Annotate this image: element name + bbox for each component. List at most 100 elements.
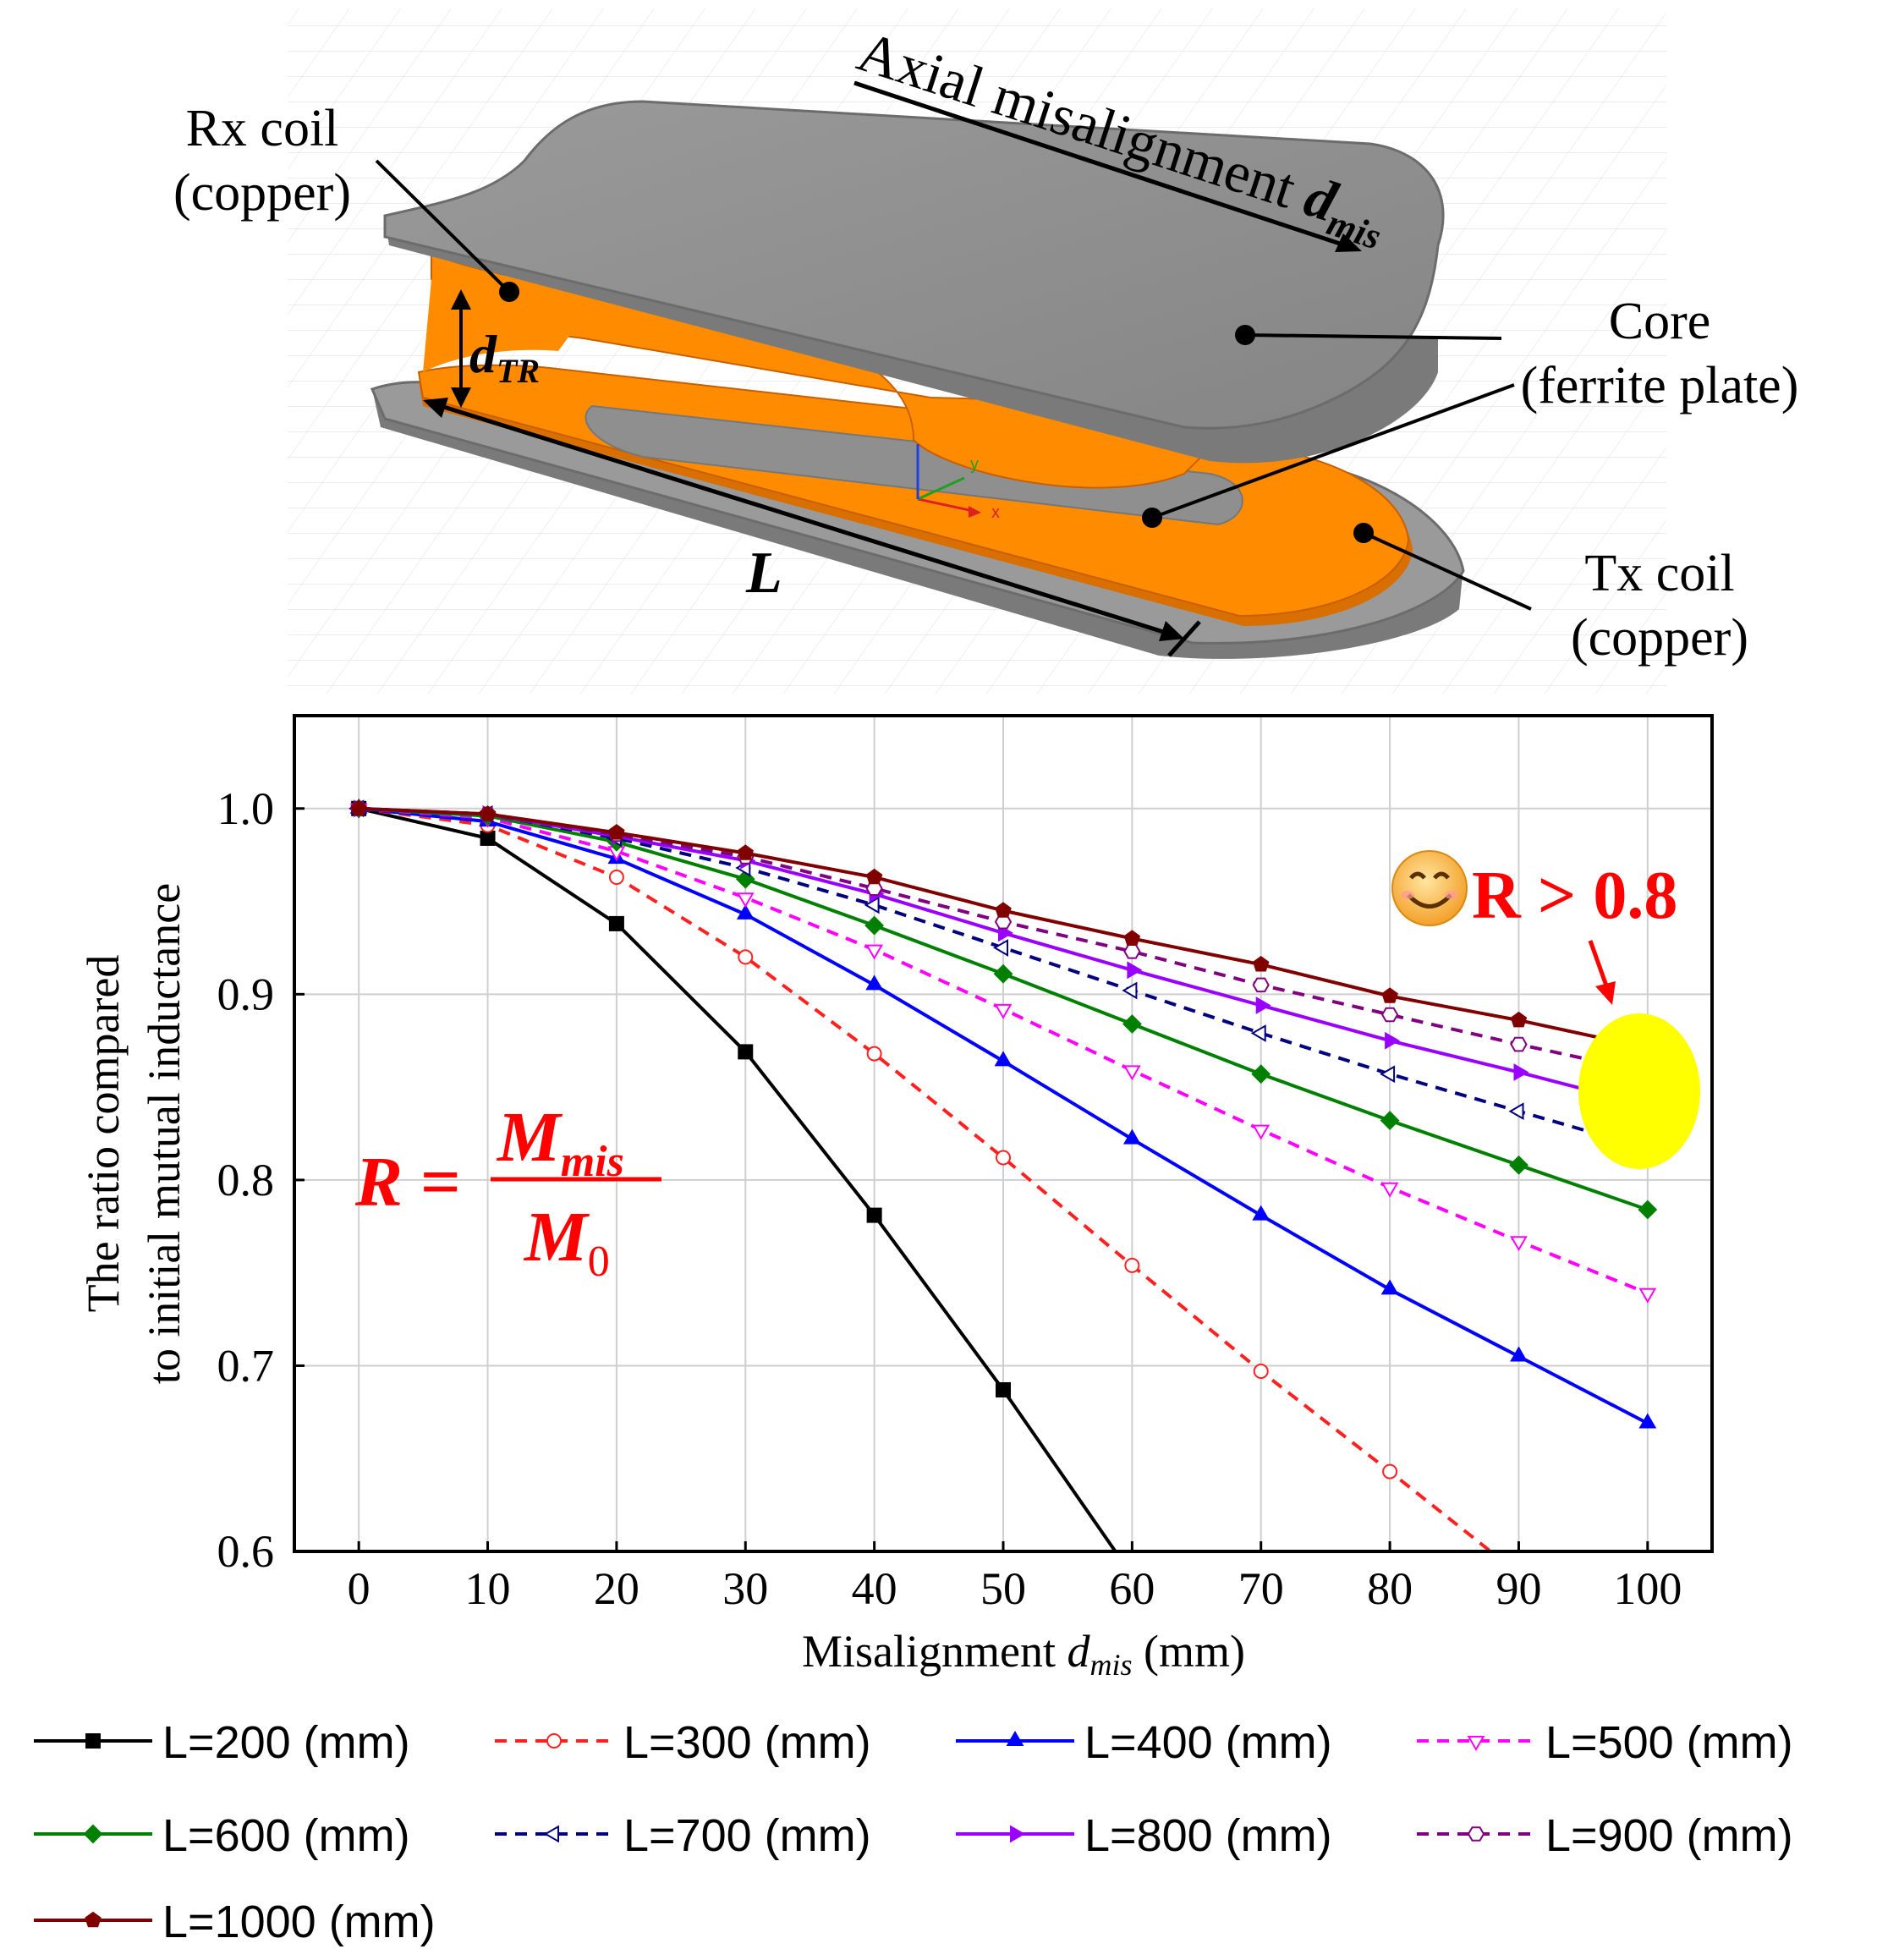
- formula-denominator: M0: [523, 1198, 610, 1286]
- data-point-L700: [1253, 1026, 1265, 1040]
- data-point-L600: [866, 917, 883, 934]
- threshold-callout: R > 0.8: [1392, 851, 1677, 1005]
- x-tick-label: 10: [465, 1563, 511, 1614]
- x-tick-label: 40: [852, 1563, 897, 1614]
- data-point-L900: [1382, 1008, 1397, 1022]
- data-point-L600: [1253, 1066, 1270, 1083]
- rx-coil-marker: [499, 282, 519, 302]
- data-point-L500: [1125, 1066, 1139, 1079]
- y-axis-label-line2: to initial mutual inductance: [139, 883, 189, 1384]
- axis-y-label: y: [970, 455, 979, 474]
- legend-item-L200: L=200 (mm): [34, 1717, 410, 1768]
- tx-coil-label: Tx coil: [1584, 545, 1734, 602]
- y-tick-label: 0.9: [217, 969, 275, 1019]
- data-point-L300: [1125, 1259, 1139, 1272]
- y-axis-label-line1: The ratio compared: [78, 955, 129, 1313]
- legend-marker: [86, 1734, 100, 1748]
- legend-label: L=1000 (mm): [162, 1897, 436, 1947]
- data-point-L500: [1254, 1126, 1268, 1139]
- threshold-arrow-head: [1595, 981, 1616, 1005]
- legend-label: L=900 (mm): [1545, 1810, 1793, 1861]
- data-point-L600: [1123, 1016, 1140, 1033]
- data-point-L1000: [738, 846, 753, 859]
- x-tick-label: 100: [1613, 1563, 1682, 1614]
- legend-item-L800: L=800 (mm): [956, 1810, 1332, 1861]
- data-point-L200: [996, 1383, 1010, 1397]
- legend-label: L=700 (mm): [623, 1810, 871, 1861]
- data-point-L1000: [867, 870, 881, 883]
- smiley-icon: [1392, 851, 1467, 925]
- coil-diagram: x y Axial misalignment dmis Rx coil (cop…: [173, 8, 1798, 694]
- data-point-L900: [1124, 945, 1139, 958]
- legend-label: L=200 (mm): [162, 1717, 410, 1768]
- x-tick-label: 80: [1367, 1563, 1413, 1614]
- data-point-L900: [1254, 979, 1269, 992]
- series-L300: [352, 802, 1518, 1574]
- legend-item-L700: L=700 (mm): [495, 1810, 871, 1861]
- x-tick-label: 90: [1496, 1563, 1541, 1614]
- data-point-L300: [610, 870, 623, 884]
- core-material: (ferrite plate): [1521, 357, 1799, 415]
- y-tick-label: 0.7: [217, 1340, 275, 1391]
- legend-label: L=500 (mm): [1545, 1717, 1793, 1768]
- data-point-L1000: [1383, 989, 1397, 1002]
- legend-marker: [1007, 1732, 1022, 1745]
- data-point-L600: [995, 965, 1012, 982]
- y-axis-label: The ratio compared to initial mutual ind…: [78, 883, 189, 1384]
- data-point-L200: [610, 917, 623, 931]
- data-point-L500: [996, 1005, 1010, 1018]
- data-point-L800: [1128, 963, 1140, 977]
- data-point-L700: [995, 941, 1007, 955]
- rx-coil-label: Rx coil: [186, 100, 339, 157]
- threshold-text: R > 0.8: [1472, 859, 1677, 933]
- data-point-L700: [1511, 1104, 1523, 1118]
- legend-label: L=400 (mm): [1084, 1717, 1332, 1768]
- legend-marker: [1468, 1827, 1484, 1841]
- legend-item-L300: L=300 (mm): [495, 1717, 871, 1768]
- legend-label: L=300 (mm): [623, 1717, 871, 1768]
- x-tick-label: 30: [722, 1563, 768, 1614]
- x-tick-label: 60: [1109, 1563, 1155, 1614]
- legend-item-L500: L=500 (mm): [1417, 1717, 1793, 1768]
- data-point-L500: [1382, 1183, 1397, 1196]
- series-L800: [354, 801, 1656, 1113]
- data-point-L500: [738, 893, 753, 906]
- core-label: Core: [1609, 293, 1711, 350]
- data-point-L1000: [1125, 931, 1139, 945]
- data-point-L500: [1512, 1237, 1526, 1249]
- data-point-L300: [1383, 1465, 1397, 1479]
- legend-item-L900: L=900 (mm): [1417, 1810, 1793, 1861]
- data-point-L600: [1381, 1112, 1398, 1129]
- y-tick-label: 1.0: [217, 783, 275, 834]
- x-tick-label: 50: [980, 1563, 1026, 1614]
- figure: x y Axial misalignment dmis Rx coil (cop…: [0, 0, 1877, 1960]
- legend: L=200 (mm) L=300 (mm) L=400 (mm) L=500 (mm)…: [34, 1717, 1793, 1947]
- formula-numerator: Mmis: [496, 1098, 624, 1186]
- data-point-L700: [1123, 983, 1136, 997]
- legend-marker: [1011, 1826, 1024, 1841]
- chart: 0 10 20 30 40 50 60 70 80 90 100 0.60.70.80.91.0 M…: [34, 716, 1793, 1947]
- axis-x-label: x: [991, 503, 1000, 522]
- data-point-L800: [1386, 1034, 1398, 1048]
- data-point-L200: [738, 1045, 752, 1058]
- data-point-L300: [868, 1047, 881, 1061]
- highlight-ellipse: [1578, 1013, 1700, 1169]
- data-point-L1000: [1254, 957, 1268, 970]
- y-tick-label: 0.6: [217, 1526, 275, 1577]
- legend-label: L=800 (mm): [1084, 1810, 1332, 1861]
- formula-lhs: R =: [354, 1143, 461, 1222]
- data-point-L300: [738, 950, 752, 964]
- legend-marker: [85, 1825, 102, 1842]
- legend-marker: [546, 1826, 558, 1841]
- data-point-L600: [1511, 1156, 1528, 1173]
- data-point-L900: [1512, 1038, 1527, 1051]
- legend-marker: [85, 1913, 100, 1926]
- rx-coil-material: (copper): [173, 164, 351, 222]
- ratio-formula: R = Mmis M0: [354, 1098, 661, 1286]
- legend-item-L400: L=400 (mm): [956, 1717, 1332, 1768]
- y-tick-labels: 0.6 0.7 0.8 0.9 1.0: [217, 783, 275, 1577]
- data-point-L1000: [609, 825, 623, 838]
- length-label: L: [745, 541, 782, 606]
- x-tick-label: 0: [348, 1563, 370, 1614]
- data-point-L200: [481, 832, 495, 845]
